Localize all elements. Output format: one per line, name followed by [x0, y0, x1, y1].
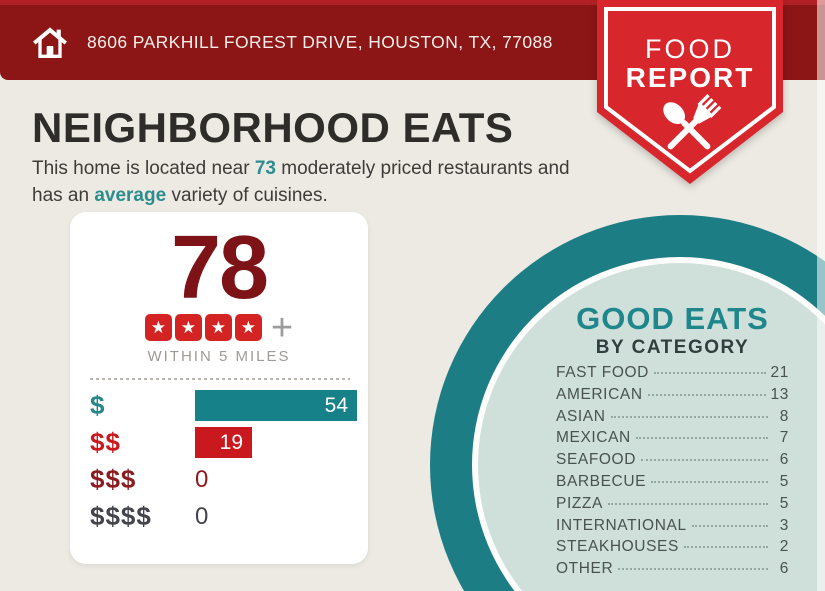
- price-tier-label: $$$$: [90, 501, 152, 532]
- star-rating: ★ ★ ★ ★ +: [70, 306, 368, 349]
- star-icon: ★: [144, 314, 172, 342]
- category-name: BARBECUE: [556, 472, 647, 490]
- dotted-leader: [647, 393, 766, 396]
- category-count: 8: [779, 407, 789, 425]
- dotted-leader: [651, 480, 768, 483]
- category-name: AMERICAN: [556, 385, 643, 403]
- category-count: 3: [779, 516, 789, 534]
- price-tier-chart: $54 $$ 19 $$$ 0 $$$$ 0: [70, 390, 368, 532]
- good-eats-title: GOOD EATS: [576, 301, 769, 336]
- section-subtitle: This home is located near 73 moderately …: [32, 156, 570, 210]
- price-tier-bar-track: 19: [195, 427, 357, 459]
- category-count: 6: [779, 560, 789, 578]
- price-tier-value: 0: [195, 466, 209, 494]
- star-icon: ★: [174, 314, 202, 342]
- badge-title-line1: FOOD: [645, 34, 735, 64]
- price-tier-value: 54: [324, 393, 348, 417]
- dotted-leader: [691, 524, 768, 527]
- food-report-badge: FOOD REPORT: [597, 0, 783, 184]
- banner-content: 8606 PARKHILL FOREST DRIVE, HOUSTON, TX,…: [30, 5, 553, 80]
- price-tier-value: 0: [195, 503, 209, 531]
- star-icon: ★: [234, 314, 262, 342]
- price-tier-row: $$$$ 0: [90, 501, 357, 532]
- category-row: STEAKHOUSES 2: [556, 538, 789, 560]
- category-row: INTERNATIONAL 3: [556, 517, 789, 539]
- dotted-leader: [683, 546, 768, 549]
- good-eats-subtitle: BY CATEGORY: [595, 337, 750, 358]
- category-row: ASIAN 8: [556, 408, 789, 430]
- price-tier-bar-track: 0: [195, 464, 357, 495]
- category-name: PIZZA: [556, 494, 603, 512]
- price-tier-label: $: [90, 390, 106, 421]
- price-tier-row: $54: [90, 390, 357, 422]
- price-tier-bar-track: 54: [195, 390, 357, 422]
- subtitle-line-1: This home is located near 73 moderately …: [32, 158, 570, 179]
- category-row: MEXICAN 7: [556, 429, 789, 451]
- price-tier-bar: 54: [195, 390, 357, 422]
- home-icon: [33, 26, 67, 58]
- category-name: FAST FOOD: [556, 364, 649, 381]
- category-count: 2: [779, 538, 789, 556]
- property-address: 8606 PARKHILL FOREST DRIVE, HOUSTON, TX,…: [87, 32, 553, 52]
- category-count: 5: [779, 472, 789, 490]
- category-name: ASIAN: [556, 407, 606, 425]
- category-row: AMERICAN 13: [556, 386, 789, 408]
- category-list: FAST FOOD 21 AMERICAN 13 ASIAN 8 MEXICAN 7 SEAFO…: [556, 364, 789, 582]
- restaurant-score-card: 78 ★ ★ ★ ★ + WITHIN 5 MILES $54 $$ 19 $$$ 0 $$$$ 0: [70, 212, 368, 564]
- category-count: 21: [770, 364, 789, 381]
- dotted-leader: [607, 502, 768, 505]
- page-edge-strip: [817, 0, 825, 591]
- variety-highlight: average: [94, 184, 167, 206]
- dotted-leader: [635, 437, 768, 440]
- price-tier-bar-track: 0: [195, 501, 357, 532]
- category-row: OTHER 6: [556, 560, 789, 582]
- dotted-leader: [618, 568, 768, 571]
- category-name: STEAKHOUSES: [556, 538, 679, 556]
- category-name: OTHER: [556, 560, 614, 578]
- category-count: 5: [779, 494, 789, 512]
- dashed-divider: [90, 378, 350, 381]
- category-row: BARBECUE 5: [556, 473, 789, 495]
- spoon-fork-icon: [663, 94, 722, 150]
- dotted-leader: [641, 459, 768, 462]
- category-row: PIZZA 5: [556, 495, 789, 517]
- banner-accent-stripe: [0, 0, 825, 5]
- subtitle-line-2: has an average variety of cuisines.: [32, 184, 328, 206]
- restaurant-count-score: 78: [170, 218, 269, 318]
- category-row: SEAFOOD 6: [556, 451, 789, 473]
- plus-icon: +: [270, 306, 294, 349]
- badge-title-line2: REPORT: [626, 62, 755, 93]
- radius-label: WITHIN 5 MILES: [147, 348, 291, 366]
- restaurant-count-highlight: 73: [254, 158, 276, 179]
- category-name: SEAFOOD: [556, 451, 636, 469]
- dotted-leader: [610, 415, 768, 418]
- price-tier-row: $$ 19: [90, 427, 357, 459]
- category-count: 6: [779, 451, 789, 469]
- category-count: 7: [779, 429, 789, 447]
- category-row: FAST FOOD 21: [556, 364, 789, 386]
- category-name: MEXICAN: [556, 429, 631, 447]
- section-title: NEIGHBORHOOD EATS: [32, 104, 514, 151]
- price-tier-label: $$: [90, 427, 121, 458]
- price-tier-bar: 19: [195, 427, 252, 459]
- price-tier-label: $$$: [90, 464, 137, 495]
- star-icon: ★: [204, 314, 232, 342]
- dotted-leader: [653, 372, 766, 374]
- category-name: INTERNATIONAL: [556, 516, 687, 534]
- category-count: 13: [770, 385, 789, 403]
- price-tier-row: $$$ 0: [90, 464, 357, 495]
- price-tier-value: 19: [219, 430, 243, 454]
